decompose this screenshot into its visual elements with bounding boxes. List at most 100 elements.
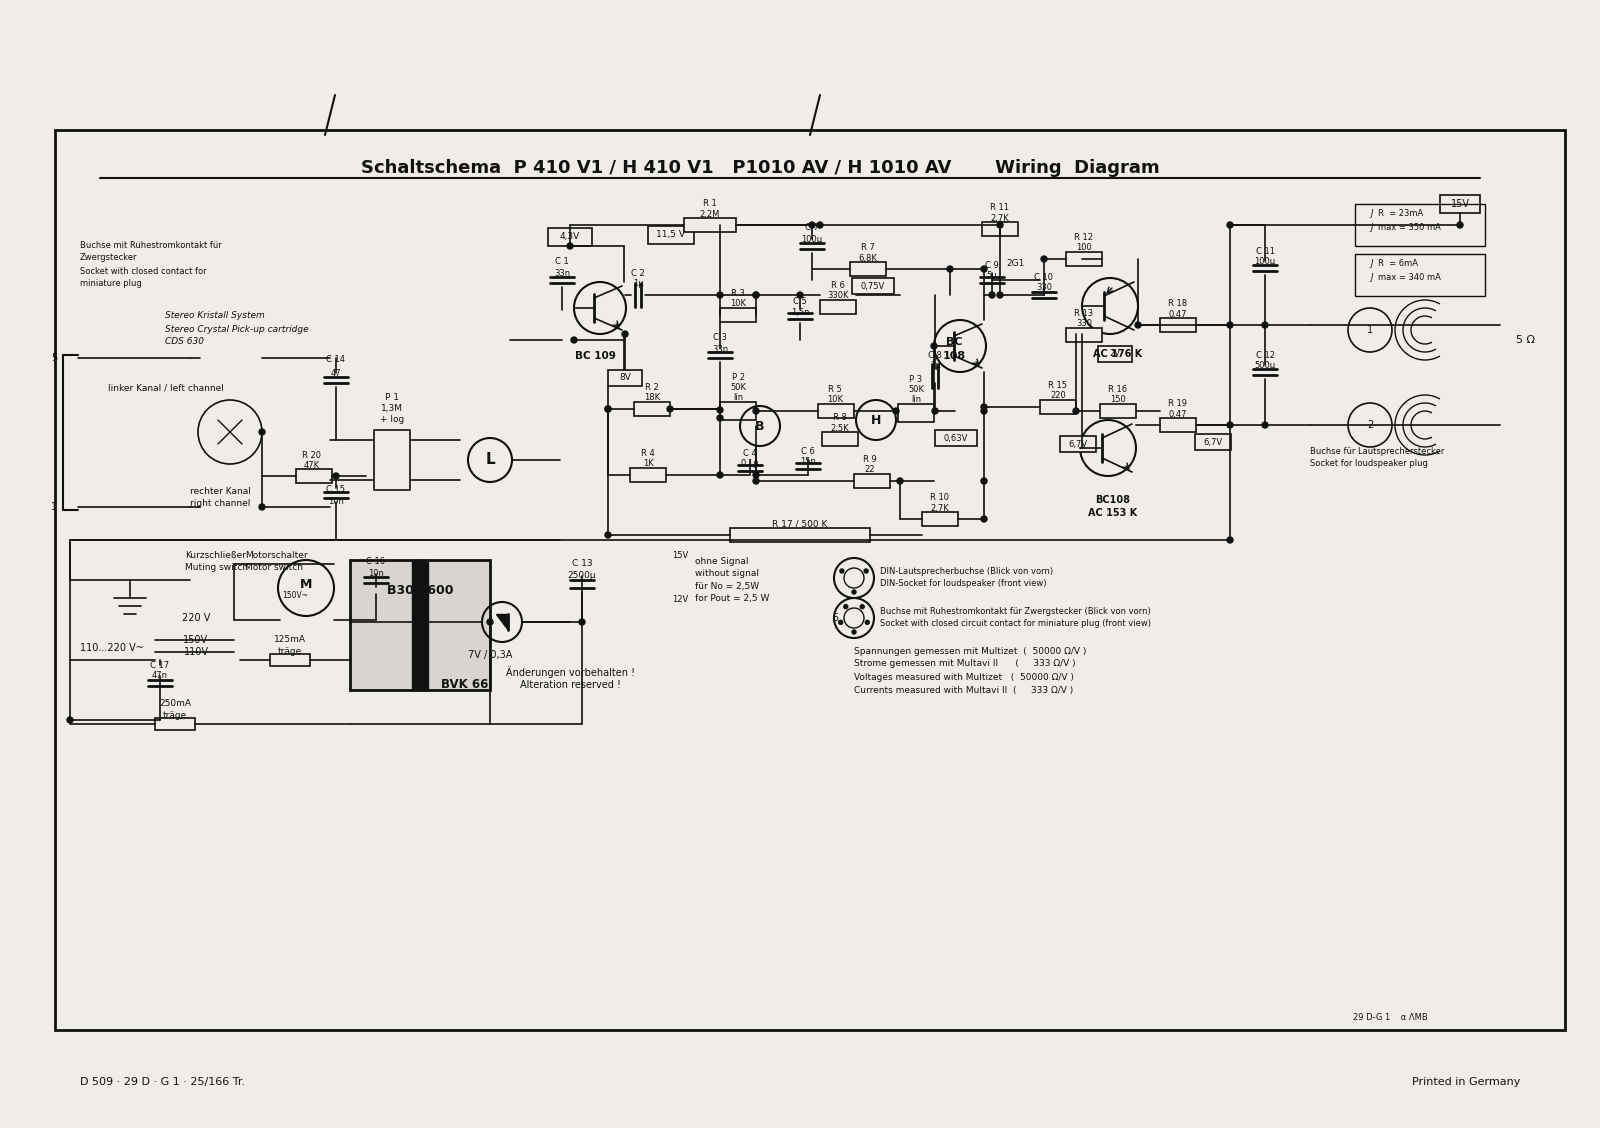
Text: R 18: R 18 — [1168, 300, 1187, 308]
Bar — [374, 430, 410, 490]
Bar — [819, 300, 856, 314]
Text: 47: 47 — [331, 370, 341, 379]
Text: Zwergstecker: Zwergstecker — [80, 253, 138, 262]
Text: J: J — [1370, 209, 1373, 218]
Text: 10n: 10n — [328, 497, 344, 506]
Text: 12V: 12V — [672, 596, 688, 605]
Bar — [155, 719, 195, 730]
Text: R 15: R 15 — [1048, 381, 1067, 390]
Text: 2500µ: 2500µ — [568, 572, 597, 581]
Text: 29 D-G 1    α ΛΜΒ: 29 D-G 1 α ΛΜΒ — [1352, 1013, 1427, 1022]
Circle shape — [1227, 422, 1234, 428]
Bar — [851, 277, 894, 294]
Circle shape — [333, 473, 339, 479]
Circle shape — [866, 620, 869, 624]
Text: R 7: R 7 — [861, 244, 875, 253]
Circle shape — [893, 408, 899, 414]
Text: 0,47: 0,47 — [1168, 409, 1187, 418]
Text: C 6: C 6 — [802, 448, 814, 457]
Text: AC 176 K: AC 176 K — [1093, 349, 1142, 359]
Text: 5: 5 — [51, 353, 58, 363]
Text: 2: 2 — [1366, 420, 1373, 430]
Text: C 2: C 2 — [630, 270, 645, 279]
Text: C 15: C 15 — [326, 485, 346, 494]
Bar — [1355, 204, 1485, 246]
Bar — [730, 528, 870, 541]
Text: Schaltschema  P 410 V1 / H 410 V1   P1010 AV / H 1010 AV       Wiring  Diagram: Schaltschema P 410 V1 / H 410 V1 P1010 A… — [360, 159, 1160, 177]
Circle shape — [717, 407, 723, 413]
Text: Printed in Germany: Printed in Germany — [1411, 1077, 1520, 1087]
Text: 2,7K: 2,7K — [990, 213, 1010, 222]
Circle shape — [67, 717, 74, 723]
Text: R 20: R 20 — [302, 450, 322, 459]
Text: 7V / 0,3A: 7V / 0,3A — [467, 650, 512, 660]
Text: 1: 1 — [51, 502, 58, 512]
Polygon shape — [496, 614, 509, 631]
Circle shape — [838, 620, 843, 624]
Text: R 6: R 6 — [830, 282, 845, 291]
Text: 110...220 V~: 110...220 V~ — [80, 643, 144, 653]
Text: 33n: 33n — [554, 268, 570, 277]
Text: 2,5K: 2,5K — [830, 423, 850, 432]
Circle shape — [259, 504, 266, 510]
Bar — [850, 262, 886, 276]
Text: 220 V: 220 V — [182, 613, 210, 623]
Text: J: J — [1370, 258, 1373, 267]
Text: C 5: C 5 — [794, 298, 806, 307]
Bar — [1160, 318, 1197, 332]
Text: R 5: R 5 — [829, 386, 842, 395]
Text: 330: 330 — [1037, 283, 1053, 292]
Circle shape — [981, 478, 987, 484]
Circle shape — [622, 331, 627, 337]
Text: 500µ: 500µ — [1254, 361, 1275, 370]
Text: BVK 66: BVK 66 — [442, 678, 488, 690]
Text: C 8: C 8 — [928, 352, 942, 361]
Text: 0,63V: 0,63V — [944, 433, 968, 442]
Text: ohne Signal: ohne Signal — [694, 557, 749, 566]
Text: 15V: 15V — [672, 550, 688, 559]
Text: for Pout = 2,5 W: for Pout = 2,5 W — [694, 593, 770, 602]
Bar — [822, 432, 858, 446]
Text: 5µ: 5µ — [987, 271, 997, 280]
Text: Motorschalter: Motorschalter — [245, 552, 307, 561]
Bar — [634, 402, 670, 416]
Circle shape — [579, 619, 586, 625]
Text: Alteration reserved !: Alteration reserved ! — [520, 680, 621, 690]
Text: C 10: C 10 — [1035, 273, 1053, 282]
Text: 50K: 50K — [730, 384, 746, 393]
Circle shape — [864, 569, 869, 573]
Circle shape — [754, 292, 758, 298]
Text: R  = 6mA: R = 6mA — [1378, 258, 1418, 267]
Text: C 13: C 13 — [571, 559, 592, 569]
Bar — [350, 559, 490, 690]
Text: rechter Kanal: rechter Kanal — [190, 487, 251, 496]
Text: lin: lin — [910, 396, 922, 405]
Text: R  = 23mA: R = 23mA — [1378, 209, 1424, 218]
Text: Kurzschließer: Kurzschließer — [186, 550, 246, 559]
Bar — [630, 468, 666, 482]
Text: B30 C600: B30 C600 — [387, 583, 453, 597]
Text: Buchse für Lautsprecherstecker: Buchse für Lautsprecherstecker — [1310, 448, 1445, 457]
Text: C 17: C 17 — [150, 661, 170, 670]
Circle shape — [605, 406, 611, 412]
Text: P 3: P 3 — [909, 376, 923, 385]
Text: R 19: R 19 — [1168, 399, 1187, 408]
Circle shape — [1227, 537, 1234, 543]
Circle shape — [754, 408, 758, 414]
Bar — [854, 474, 890, 488]
Text: C 1: C 1 — [555, 257, 570, 266]
Bar — [270, 654, 310, 666]
Text: R 4: R 4 — [642, 449, 654, 458]
Bar — [1066, 328, 1102, 342]
Text: max = 350 mA: max = 350 mA — [1378, 223, 1442, 232]
Text: J: J — [1370, 223, 1373, 232]
Text: DIN-Socket for loudspeaker (front view): DIN-Socket for loudspeaker (front view) — [880, 580, 1046, 589]
Text: right channel: right channel — [190, 500, 250, 509]
Text: 10K: 10K — [730, 300, 746, 308]
Circle shape — [997, 222, 1003, 228]
Circle shape — [605, 406, 611, 412]
Text: C 9: C 9 — [986, 261, 998, 270]
Text: J: J — [1370, 273, 1373, 282]
Text: Voltages measured with Multizet   (  50000 Ω/V ): Voltages measured with Multizet ( 50000 … — [854, 673, 1074, 682]
Text: R 9: R 9 — [862, 456, 877, 465]
